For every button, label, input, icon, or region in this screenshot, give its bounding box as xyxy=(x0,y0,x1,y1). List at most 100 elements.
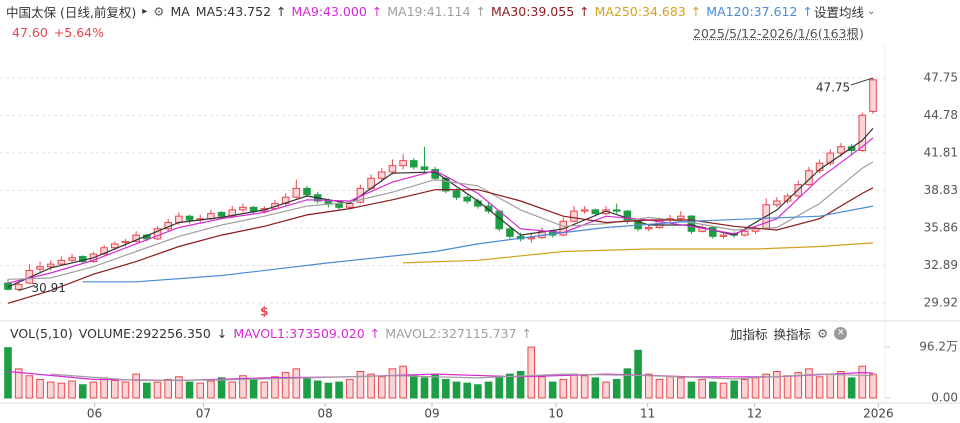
volume-bar xyxy=(207,380,215,399)
volume-bar xyxy=(463,382,472,399)
volume-bar xyxy=(442,378,450,399)
volume-bar xyxy=(474,384,482,399)
volume-bar xyxy=(68,380,76,399)
volume-bar xyxy=(452,381,461,399)
volume-bar xyxy=(367,373,375,399)
volume-bar xyxy=(121,381,130,399)
volume-bar xyxy=(730,380,738,399)
candle-body xyxy=(773,200,781,206)
x-tick-label: 2026 xyxy=(863,407,894,421)
candle-body xyxy=(591,209,600,215)
dropdown-icon[interactable]: ⌄ xyxy=(867,5,876,17)
volume-bar xyxy=(773,370,781,399)
volume-bar xyxy=(751,377,760,399)
volume-bar xyxy=(57,382,66,399)
candle-body xyxy=(719,234,728,237)
volume-bar xyxy=(217,377,226,399)
candle-body xyxy=(783,195,792,202)
date-range[interactable]: 2025/5/12-2026/1/6(163根) xyxy=(693,25,864,41)
volume-bar xyxy=(783,375,792,399)
candle-body xyxy=(121,240,130,244)
stock-title[interactable]: 中国太保 (日线,前复权) xyxy=(6,4,137,20)
add-indicator[interactable]: 加指标 xyxy=(730,326,768,342)
volume-bar xyxy=(762,373,771,399)
y-tick-label: 32.89 xyxy=(924,258,958,272)
candle-body xyxy=(100,247,108,255)
volume-bar xyxy=(719,382,728,399)
mavol-trend: ↑ xyxy=(369,325,381,341)
mavol-line xyxy=(50,373,874,382)
volume-bar xyxy=(249,378,258,399)
volume-bar xyxy=(826,373,835,399)
settings-text[interactable]: 设置均线 xyxy=(814,4,865,20)
volume-bar xyxy=(527,346,536,399)
volume-bar xyxy=(698,378,706,399)
volume-bar xyxy=(741,378,749,399)
candle-body xyxy=(869,79,877,112)
candle-body xyxy=(858,114,867,152)
candle-body xyxy=(228,209,237,217)
settings-button[interactable]: 设置均线 ⌄ xyxy=(814,2,881,20)
volume-bar xyxy=(591,377,600,399)
volume-indicator[interactable]: VOL(5,10) xyxy=(10,325,73,341)
mavol-label: MAVOL1:373509.020 xyxy=(233,325,365,341)
candle-body xyxy=(399,160,407,167)
candle-body xyxy=(452,190,461,198)
volume-bar xyxy=(185,381,194,399)
volume-bar xyxy=(4,347,12,399)
volume-bar xyxy=(46,381,55,399)
volume-bar xyxy=(538,376,546,399)
volume-bar xyxy=(602,381,610,399)
annotation-label: 30.91 xyxy=(31,281,65,295)
candle-body xyxy=(239,206,247,211)
x-tick-label: 10 xyxy=(548,407,563,421)
y-tick-label: 41.81 xyxy=(924,145,958,159)
volume-bar xyxy=(303,377,311,399)
candle-body xyxy=(442,177,450,192)
volume-bar xyxy=(420,377,429,399)
volume-bar xyxy=(709,381,717,399)
candle-body xyxy=(676,215,685,220)
volume-bar xyxy=(110,380,119,399)
volume-bar xyxy=(78,384,87,399)
switch-indicator[interactable]: 换指标 xyxy=(773,326,812,342)
price-row: 47.60 +5.64% xyxy=(12,23,110,41)
annotation-arrow xyxy=(18,285,35,291)
volume-bar xyxy=(559,378,568,399)
event-marker: $ xyxy=(260,305,268,319)
mavol-label: MAVOL2:327115.737 xyxy=(385,325,517,341)
settings-icon[interactable]: ⚙ xyxy=(153,3,165,19)
volume-bar xyxy=(100,377,108,399)
expand-icon[interactable]: ▸ xyxy=(142,5,148,17)
ma-legend: MA5:43.752 ↑ MA9:43.000 ↑ MA19:41.114 ↑ MA30:3… xyxy=(196,4,818,19)
candle-body xyxy=(388,165,397,173)
volume-settings-icon[interactable]: ⚙ xyxy=(817,325,829,341)
candle-body xyxy=(527,237,536,240)
candle-body xyxy=(249,206,258,212)
volume-bar xyxy=(345,378,354,399)
candle-body xyxy=(303,187,311,196)
candle-body xyxy=(46,263,55,268)
volume-bar xyxy=(805,368,813,399)
volume-bar xyxy=(837,370,845,399)
volume-bar xyxy=(484,381,493,399)
volume-bar xyxy=(313,380,322,399)
y-tick-label: 29.92 xyxy=(924,296,958,310)
close-icon[interactable]: ✕ xyxy=(834,326,848,340)
ma-trend: ↑ xyxy=(802,3,813,19)
candle-body xyxy=(377,171,386,179)
candle-body xyxy=(506,228,514,237)
volume-bar xyxy=(794,372,803,399)
volume-bar xyxy=(335,381,343,399)
volume-bar xyxy=(634,349,642,399)
ma-label: MA120:37.612 xyxy=(706,3,798,19)
volume-bar xyxy=(847,377,856,399)
candle-body xyxy=(847,146,856,152)
indicator-name[interactable]: MA xyxy=(170,3,190,19)
volume-bar xyxy=(271,376,279,399)
candle-body xyxy=(837,146,845,154)
y-tick-label: 47.75 xyxy=(924,70,958,84)
volume-bar xyxy=(644,373,653,399)
